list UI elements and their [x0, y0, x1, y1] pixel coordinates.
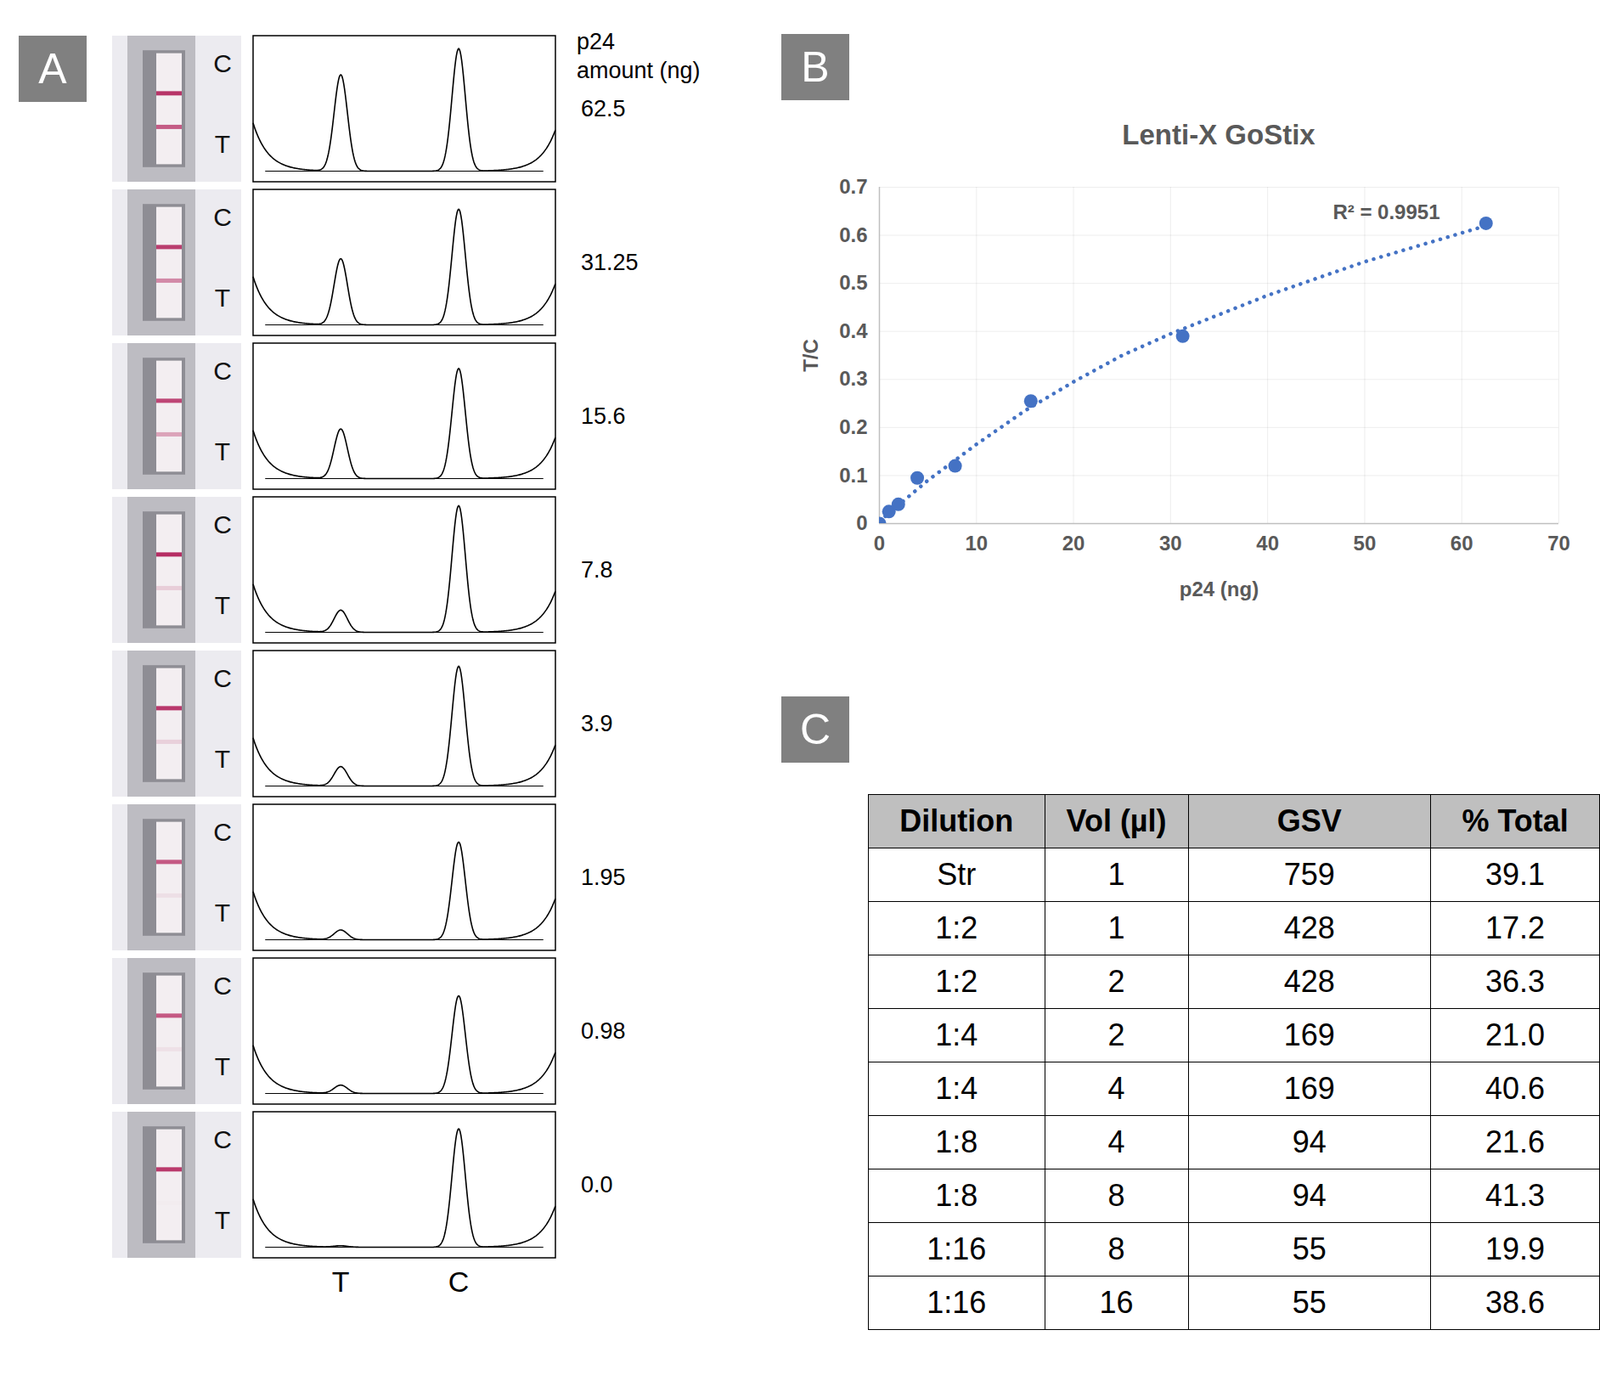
html-text:39.1: 39.1	[1485, 856, 1545, 892]
svg-text:0.1: 0.1	[839, 463, 868, 487]
svg-text:60: 60	[1450, 531, 1474, 555]
svg-text:0: 0	[856, 511, 868, 535]
svg-text:0.5: 0.5	[839, 270, 868, 294]
svg-text:T/C: T/C	[799, 338, 823, 372]
html-text:Str: Str	[936, 856, 977, 892]
svg-text:20: 20	[1062, 531, 1086, 555]
svg-text:T: T	[214, 591, 231, 620]
html-text:1:8: 1:8	[935, 1124, 978, 1160]
svg-text:C: C	[213, 356, 232, 385]
html-text:41.3: 41.3	[1485, 1177, 1545, 1213]
html-text:8: 8	[1107, 1231, 1125, 1267]
html-text:A: A	[38, 45, 67, 93]
html-text:19.9: 19.9	[1485, 1231, 1545, 1267]
svg-text:0.3: 0.3	[839, 366, 868, 390]
html-text:1:8: 1:8	[935, 1177, 978, 1213]
html-text:% Total: % Total	[1461, 803, 1569, 839]
html-text:16: 16	[1099, 1284, 1134, 1320]
html-text:21.6: 21.6	[1485, 1124, 1545, 1160]
svg-text:1.95: 1.95	[580, 864, 626, 891]
html-text:2: 2	[1107, 1017, 1125, 1053]
svg-text:0.6: 0.6	[839, 223, 868, 247]
html-text:17.2: 17.2	[1485, 910, 1545, 946]
svg-text:T: T	[214, 129, 231, 158]
html-text:1:16: 1:16	[926, 1284, 987, 1320]
html-text:55: 55	[1292, 1284, 1327, 1320]
svg-text:p24amount (ng): p24amount (ng)	[576, 28, 701, 84]
html-text:1:4: 1:4	[935, 1070, 978, 1106]
html-text:169: 169	[1283, 1070, 1335, 1106]
html-text:B: B	[801, 43, 830, 91]
html-text:C: C	[799, 705, 831, 754]
html-text:40.6: 40.6	[1485, 1070, 1545, 1106]
html-text:36.3: 36.3	[1485, 963, 1545, 999]
svg-text:31.25: 31.25	[580, 249, 639, 276]
svg-text:0: 0	[873, 531, 885, 555]
svg-text:T: T	[214, 1052, 231, 1081]
svg-text:C: C	[213, 664, 232, 693]
svg-text:70: 70	[1547, 531, 1571, 555]
html-text:8: 8	[1107, 1177, 1125, 1213]
svg-text:62.5: 62.5	[580, 95, 626, 122]
html-text:759: 759	[1283, 856, 1335, 892]
svg-text:p24 (ng): p24 (ng)	[1179, 577, 1259, 601]
svg-text:0.2: 0.2	[839, 415, 868, 439]
svg-text:15.6: 15.6	[580, 403, 626, 429]
html-text:1:2: 1:2	[935, 963, 978, 999]
html-text:94: 94	[1292, 1124, 1327, 1160]
svg-text:0.7: 0.7	[839, 174, 868, 198]
svg-text:C: C	[448, 1265, 470, 1298]
html-text:1:4: 1:4	[935, 1017, 978, 1053]
html-text:Lenti-X GoStix: Lenti-X GoStix	[1122, 118, 1316, 151]
svg-text:T: T	[214, 437, 231, 466]
svg-text:7.8: 7.8	[580, 557, 614, 583]
html-text:169: 169	[1283, 1017, 1335, 1053]
html-text:GSV: GSV	[1277, 803, 1342, 839]
html-text:21.0: 21.0	[1485, 1017, 1545, 1053]
svg-text:C: C	[213, 510, 232, 539]
html-text:428: 428	[1283, 910, 1335, 946]
html-text:428: 428	[1283, 963, 1335, 999]
svg-text:T: T	[214, 744, 231, 773]
html-text:4: 4	[1107, 1124, 1125, 1160]
html-text:1: 1	[1107, 856, 1125, 892]
html-text:1: 1	[1107, 910, 1125, 946]
html-text:4: 4	[1107, 1070, 1125, 1106]
html-text:38.6: 38.6	[1485, 1284, 1545, 1320]
html-text:Dilution: Dilution	[899, 803, 1014, 839]
svg-text:T: T	[332, 1265, 350, 1298]
html-text:2: 2	[1107, 963, 1125, 999]
html-text:1:16: 1:16	[926, 1231, 987, 1267]
svg-text:T: T	[214, 283, 231, 312]
svg-text:T: T	[214, 1205, 231, 1234]
svg-text:C: C	[213, 202, 232, 231]
svg-text:50: 50	[1353, 531, 1377, 555]
svg-text:C: C	[213, 971, 232, 1000]
html-text:Vol (µl): Vol (µl)	[1066, 803, 1167, 839]
svg-text:C: C	[213, 817, 232, 846]
svg-text:C: C	[213, 49, 232, 78]
svg-text:C: C	[213, 1125, 232, 1154]
html-text:1:2: 1:2	[935, 910, 978, 946]
svg-text:30: 30	[1159, 531, 1183, 555]
svg-text:R² = 0.9951: R² = 0.9951	[1332, 200, 1440, 224]
svg-text:T: T	[214, 898, 231, 927]
svg-text:10: 10	[964, 531, 988, 555]
html-text:55: 55	[1292, 1231, 1327, 1267]
svg-text:0.4: 0.4	[839, 319, 868, 343]
svg-text:3.9: 3.9	[580, 710, 614, 737]
html-text:94: 94	[1292, 1177, 1327, 1213]
svg-text:0.98: 0.98	[580, 1018, 626, 1044]
svg-text:0.0: 0.0	[580, 1171, 614, 1198]
svg-text:40: 40	[1256, 531, 1279, 555]
